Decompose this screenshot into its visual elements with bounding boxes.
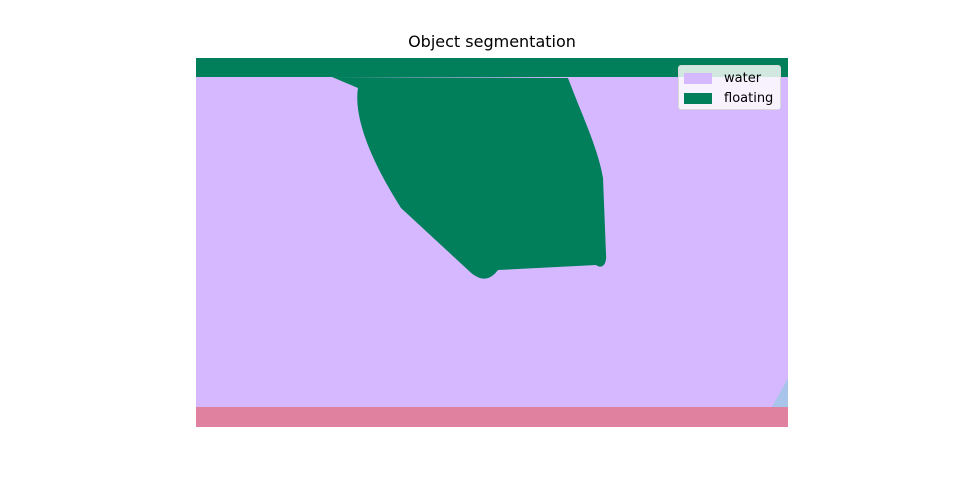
plot-title: Object segmentation [408, 32, 576, 51]
corner-region [772, 378, 788, 407]
bottom-band-region [196, 407, 788, 427]
segmentation-mask [196, 58, 788, 427]
legend-swatch-water [684, 72, 712, 84]
legend-label-water: water [724, 70, 762, 86]
legend-item-floating: floating [684, 90, 773, 106]
legend: water floating [678, 65, 781, 110]
floating-object-region [332, 77, 607, 279]
legend-swatch-floating [684, 92, 712, 104]
floating-top-band [196, 58, 788, 77]
legend-label-floating: floating [724, 90, 774, 106]
legend-item-water: water [684, 70, 761, 86]
